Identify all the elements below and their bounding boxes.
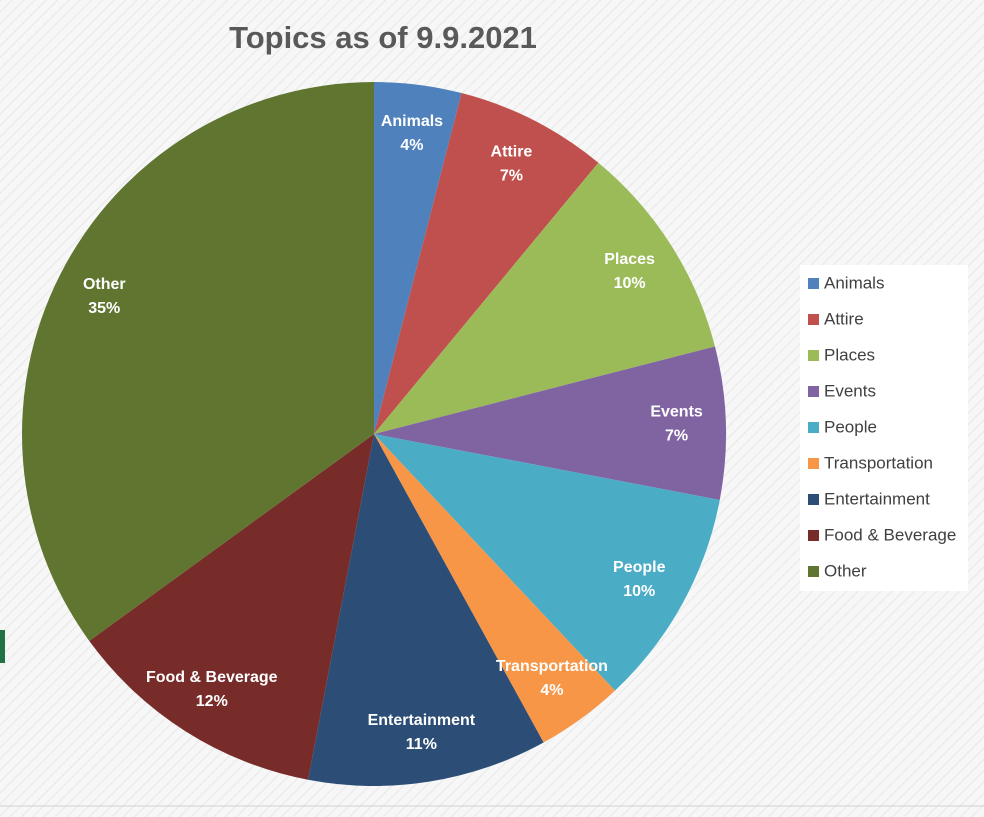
pie-slice — [89, 434, 375, 780]
legend-swatch — [808, 458, 819, 469]
legend-label: Events — [824, 381, 876, 400]
legend-label: Other — [824, 561, 867, 580]
pie-slice — [374, 82, 462, 434]
legend-swatch — [808, 386, 819, 397]
slice-value-label: 11% — [406, 736, 437, 753]
legend-swatch — [808, 314, 819, 325]
slice-value-label: 12% — [196, 693, 228, 710]
legend-swatch — [808, 422, 819, 433]
edge-marker — [0, 630, 5, 663]
pie-slice — [374, 434, 615, 743]
legend-label: People — [824, 417, 877, 436]
slice-value-label: 4% — [540, 682, 563, 699]
slice-value-label: 10% — [623, 583, 655, 600]
slice-category-label: Entertainment — [368, 712, 476, 729]
legend-swatch — [808, 566, 819, 577]
slice-category-label: Places — [604, 251, 655, 268]
pie-slice — [374, 162, 715, 434]
legend-label: Transportation — [824, 453, 933, 472]
slice-category-label: Events — [650, 404, 703, 421]
legend-label: Animals — [824, 273, 884, 292]
legend-swatch — [808, 350, 819, 361]
slice-category-label: Transportation — [496, 658, 608, 675]
legend-swatch — [808, 530, 819, 541]
legend-label: Entertainment — [824, 489, 930, 508]
slice-category-label: People — [613, 559, 666, 576]
pie-slice — [374, 434, 720, 691]
slice-category-label: Animals — [381, 113, 443, 130]
slice-category-label: Food & Beverage — [146, 669, 278, 686]
legend-label: Food & Beverage — [824, 525, 956, 544]
slice-category-label: Other — [83, 276, 126, 293]
pie-slice — [22, 81, 374, 641]
slice-value-label: 7% — [665, 428, 688, 445]
pie-slice — [374, 346, 726, 500]
chart-title: Topics as of 9.9.2021 — [229, 20, 537, 55]
legend — [800, 265, 968, 591]
legend-swatch — [808, 278, 819, 289]
pie-slice — [374, 93, 599, 435]
legend-label: Attire — [824, 309, 864, 328]
slice-value-label: 10% — [614, 275, 646, 292]
legend-label: Places — [824, 345, 875, 364]
legend-swatch — [808, 494, 819, 505]
slice-value-label: 35% — [88, 300, 120, 317]
pie-slice — [308, 434, 544, 787]
slice-value-label: 4% — [400, 137, 423, 154]
slice-category-label: Attire — [491, 143, 533, 160]
slice-value-label: 7% — [500, 167, 523, 184]
